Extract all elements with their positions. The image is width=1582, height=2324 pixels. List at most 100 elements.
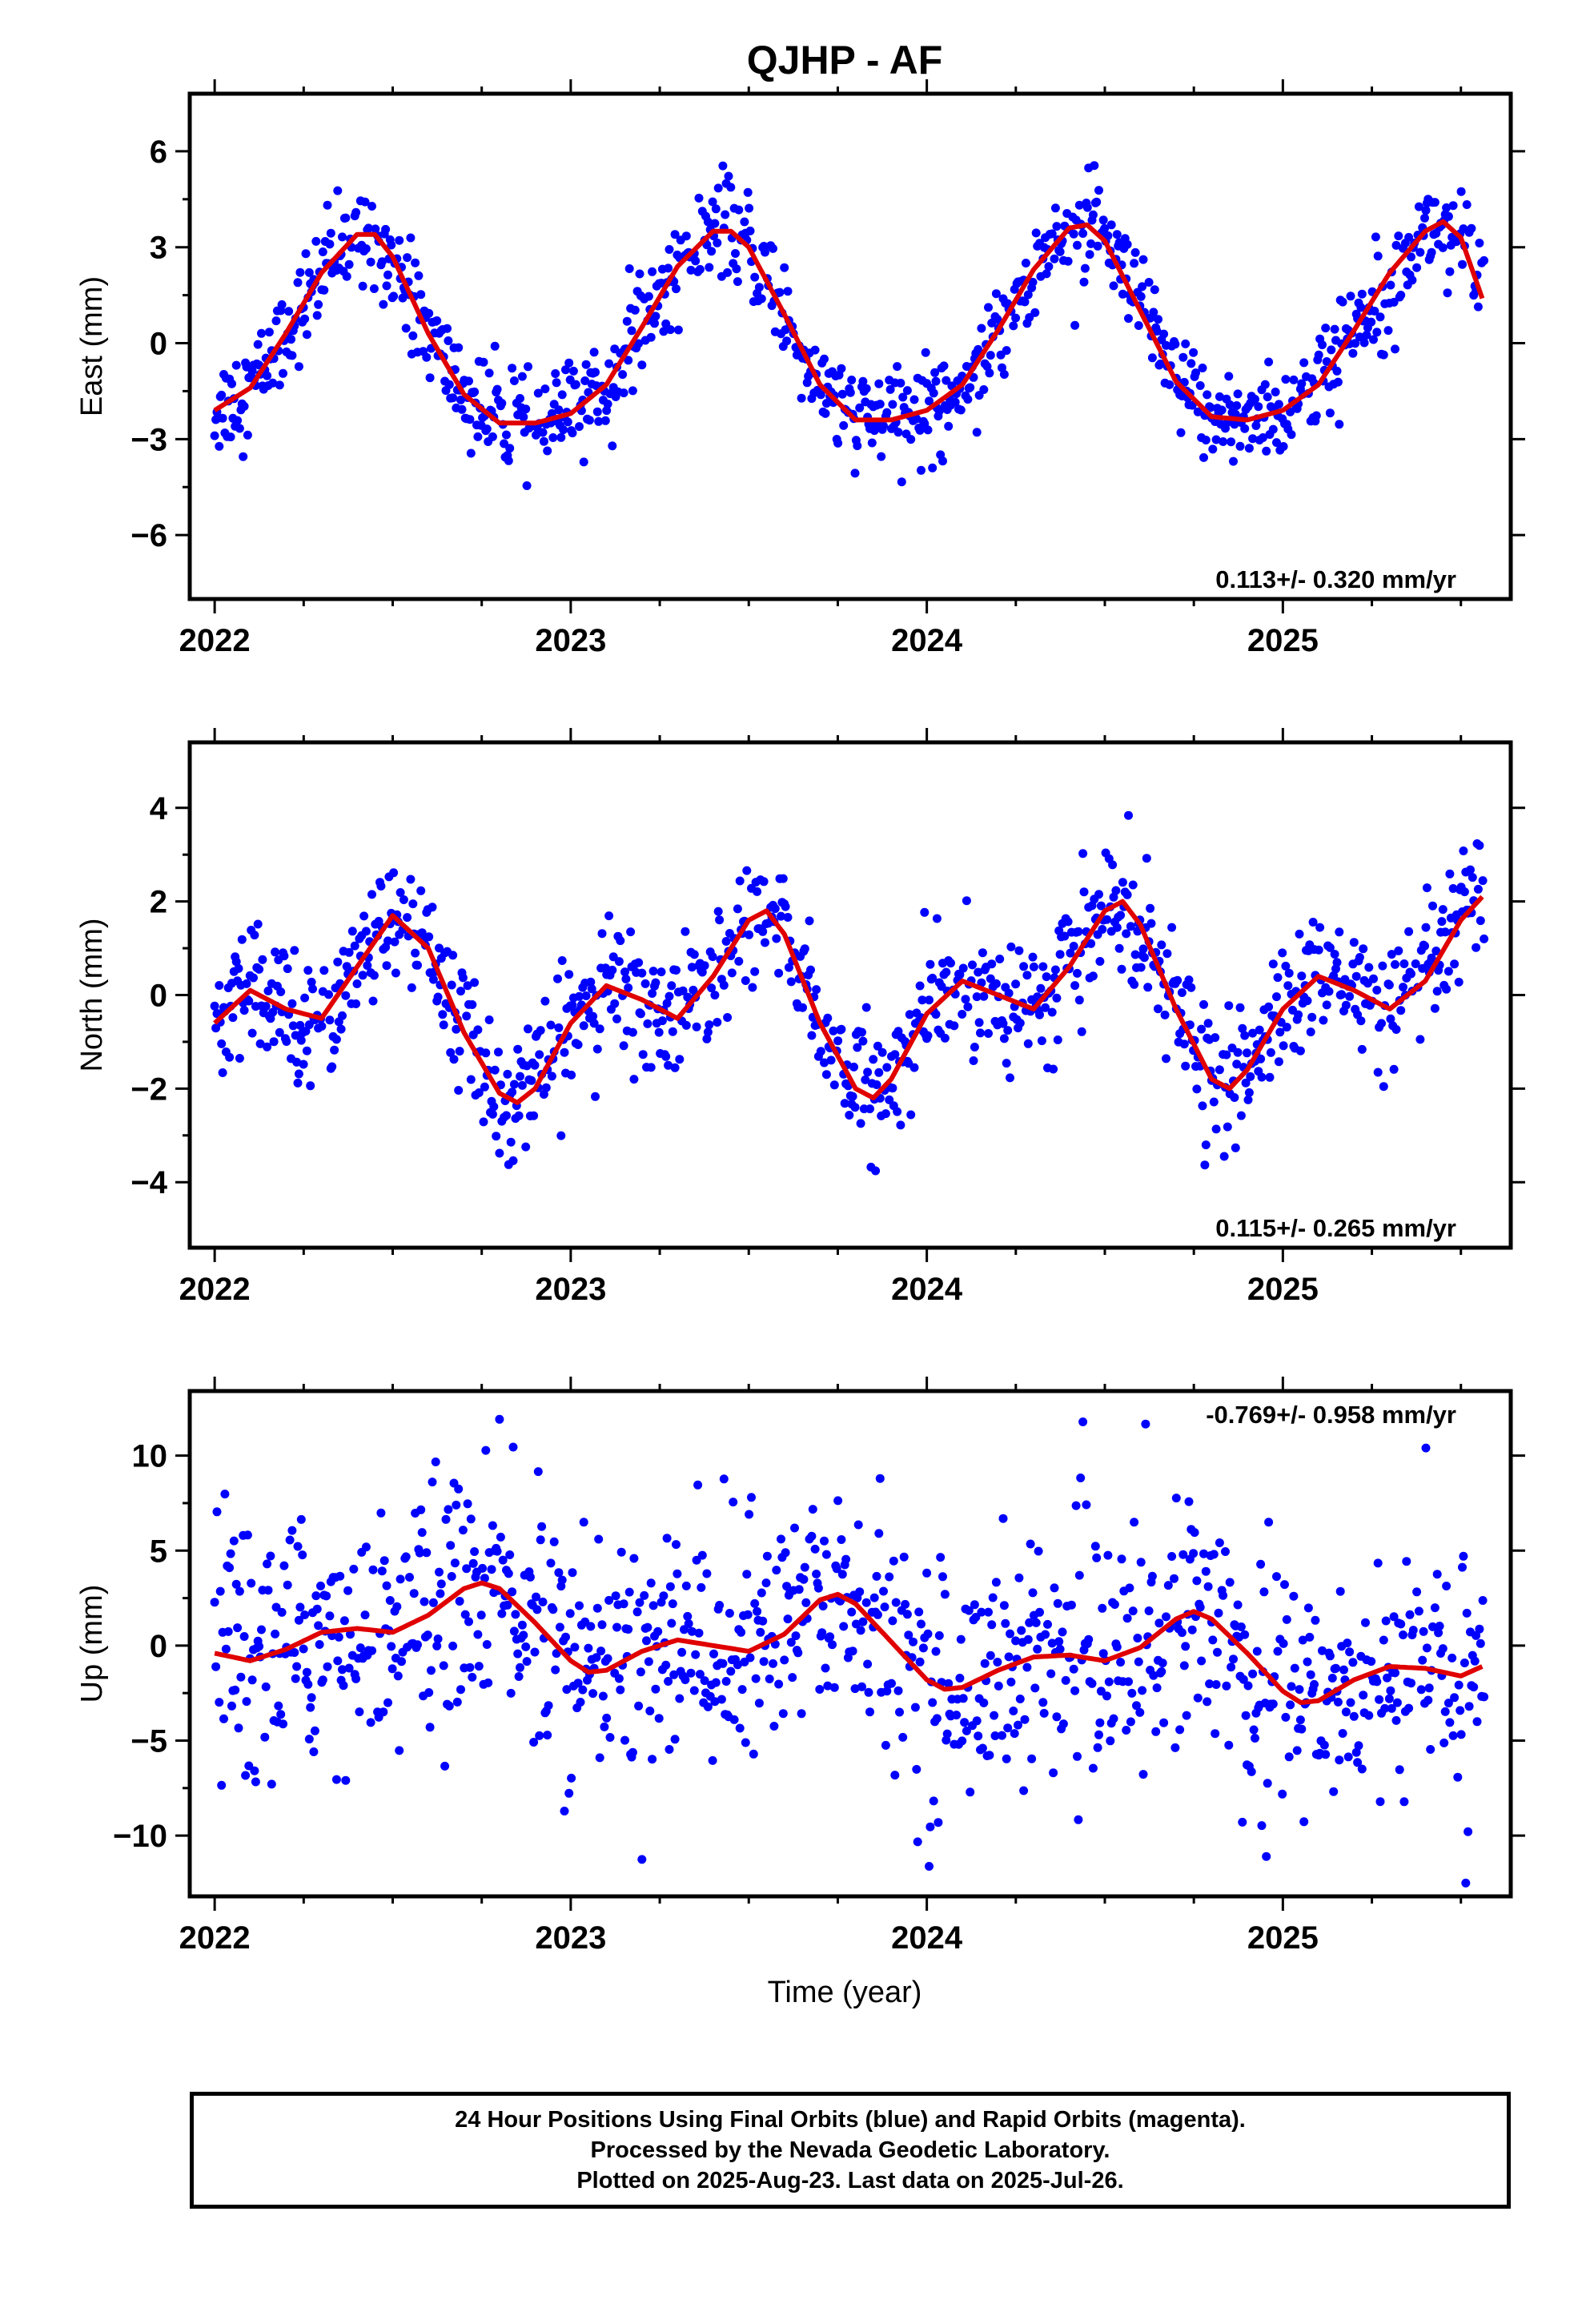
up-data-point xyxy=(1419,1626,1428,1636)
x-tick-label: 2022 xyxy=(179,623,251,658)
up-data-point xyxy=(513,1649,523,1659)
up-data-point xyxy=(1251,1734,1259,1743)
east-data-point xyxy=(998,363,1006,372)
up-data-point xyxy=(440,1761,450,1771)
up-data-point xyxy=(555,1622,564,1632)
east-data-point xyxy=(591,368,600,377)
up-data-point xyxy=(236,1672,246,1682)
east-data-point xyxy=(1445,267,1455,276)
east-data-point xyxy=(1170,340,1180,349)
up-data-point xyxy=(1138,1686,1147,1695)
up-data-point xyxy=(592,1603,602,1613)
up-data-point xyxy=(1215,1538,1224,1547)
north-data-point xyxy=(628,1027,637,1037)
north-data-point xyxy=(1364,963,1374,972)
up-data-point xyxy=(853,1520,863,1530)
up-data-point xyxy=(473,1630,483,1639)
north-data-point xyxy=(1041,1003,1050,1012)
east-data-point xyxy=(1085,250,1094,259)
up-data-point xyxy=(315,1640,324,1649)
north-data-point xyxy=(382,961,391,971)
up-data-point xyxy=(640,1590,649,1600)
up-data-point xyxy=(314,1621,323,1630)
east-data-point xyxy=(341,213,351,223)
north-data-point xyxy=(733,904,742,914)
north-data-point xyxy=(923,1031,933,1040)
east-data-point xyxy=(293,278,303,287)
up-frame xyxy=(187,1389,1513,1899)
up-data-point xyxy=(1093,1743,1102,1752)
up-data-point xyxy=(980,1659,990,1668)
north-data-point xyxy=(786,977,796,987)
up-data-point xyxy=(917,1619,926,1629)
north-data-point xyxy=(1445,869,1455,879)
north-data-point xyxy=(1308,918,1318,927)
east-data-point xyxy=(509,376,519,385)
up-data-point xyxy=(1380,1703,1390,1713)
east-data-point xyxy=(644,292,653,301)
north-data-point xyxy=(417,928,427,938)
up-data-point xyxy=(960,1718,970,1727)
north-data-point xyxy=(253,919,263,929)
north-data-point xyxy=(468,1000,477,1009)
east-data-point xyxy=(982,362,992,371)
up-data-point xyxy=(1287,1682,1296,1691)
up-data-point xyxy=(1341,1707,1351,1717)
north-data-point xyxy=(932,914,942,923)
north-data-point xyxy=(1266,1047,1275,1057)
east-data-point xyxy=(1082,203,1092,212)
east-data-point xyxy=(721,210,730,219)
north-data-point xyxy=(657,1016,667,1026)
east-data-point xyxy=(635,269,644,279)
east-data-point xyxy=(950,397,960,407)
north-data-point xyxy=(881,1109,890,1119)
north-frame xyxy=(187,740,1513,1250)
up-data-point xyxy=(1199,1549,1208,1558)
east-data-point xyxy=(1443,288,1452,298)
north-data-point xyxy=(292,1057,302,1067)
up-data-point xyxy=(971,1613,981,1622)
up-data-point xyxy=(1480,1692,1489,1702)
up-data-point xyxy=(793,1648,803,1658)
up-data-point xyxy=(1028,1588,1038,1598)
east-data-point xyxy=(681,231,691,241)
north-data-point xyxy=(995,955,1005,963)
north-data-point xyxy=(331,1035,341,1044)
east-data-point xyxy=(875,400,885,409)
east-data-point xyxy=(833,438,843,448)
north-data-point xyxy=(367,890,376,899)
north-data-point xyxy=(1146,903,1155,913)
east-data-point xyxy=(1203,390,1212,400)
up-data-point xyxy=(1023,1634,1033,1644)
up-data-point xyxy=(1088,1763,1098,1773)
east-data-point xyxy=(896,378,905,388)
up-data-point xyxy=(1208,1635,1218,1645)
up-data-point xyxy=(1047,1638,1057,1648)
x-tick-label: 2025 xyxy=(1247,1272,1319,1307)
up-data-point xyxy=(212,1507,222,1517)
east-data-point xyxy=(724,171,733,181)
up-data-point xyxy=(1144,1606,1154,1615)
east-data-point xyxy=(837,364,846,373)
east-data-point xyxy=(1407,275,1417,285)
north-data-point xyxy=(621,975,631,983)
east-data-point xyxy=(1225,400,1235,409)
up-data-point xyxy=(576,1698,585,1707)
east-data-point xyxy=(930,368,940,377)
north-data-point xyxy=(1432,987,1442,996)
north-data-point xyxy=(1086,939,1096,948)
east-data-point xyxy=(454,343,464,352)
up-data-point xyxy=(351,1674,361,1683)
up-data-point xyxy=(735,1723,745,1733)
east-data-point xyxy=(874,379,884,388)
up-data-point xyxy=(1387,1703,1396,1713)
north-data-point xyxy=(869,1055,878,1064)
up-data-point xyxy=(729,1715,739,1724)
east-data-point xyxy=(1138,255,1148,264)
up-data-point xyxy=(689,1686,699,1695)
east-data-point xyxy=(1070,320,1080,330)
up-data-point xyxy=(436,1579,446,1589)
east-data-point xyxy=(1332,366,1342,376)
up-data-point xyxy=(1070,1686,1080,1695)
east-data-point xyxy=(1090,161,1099,171)
